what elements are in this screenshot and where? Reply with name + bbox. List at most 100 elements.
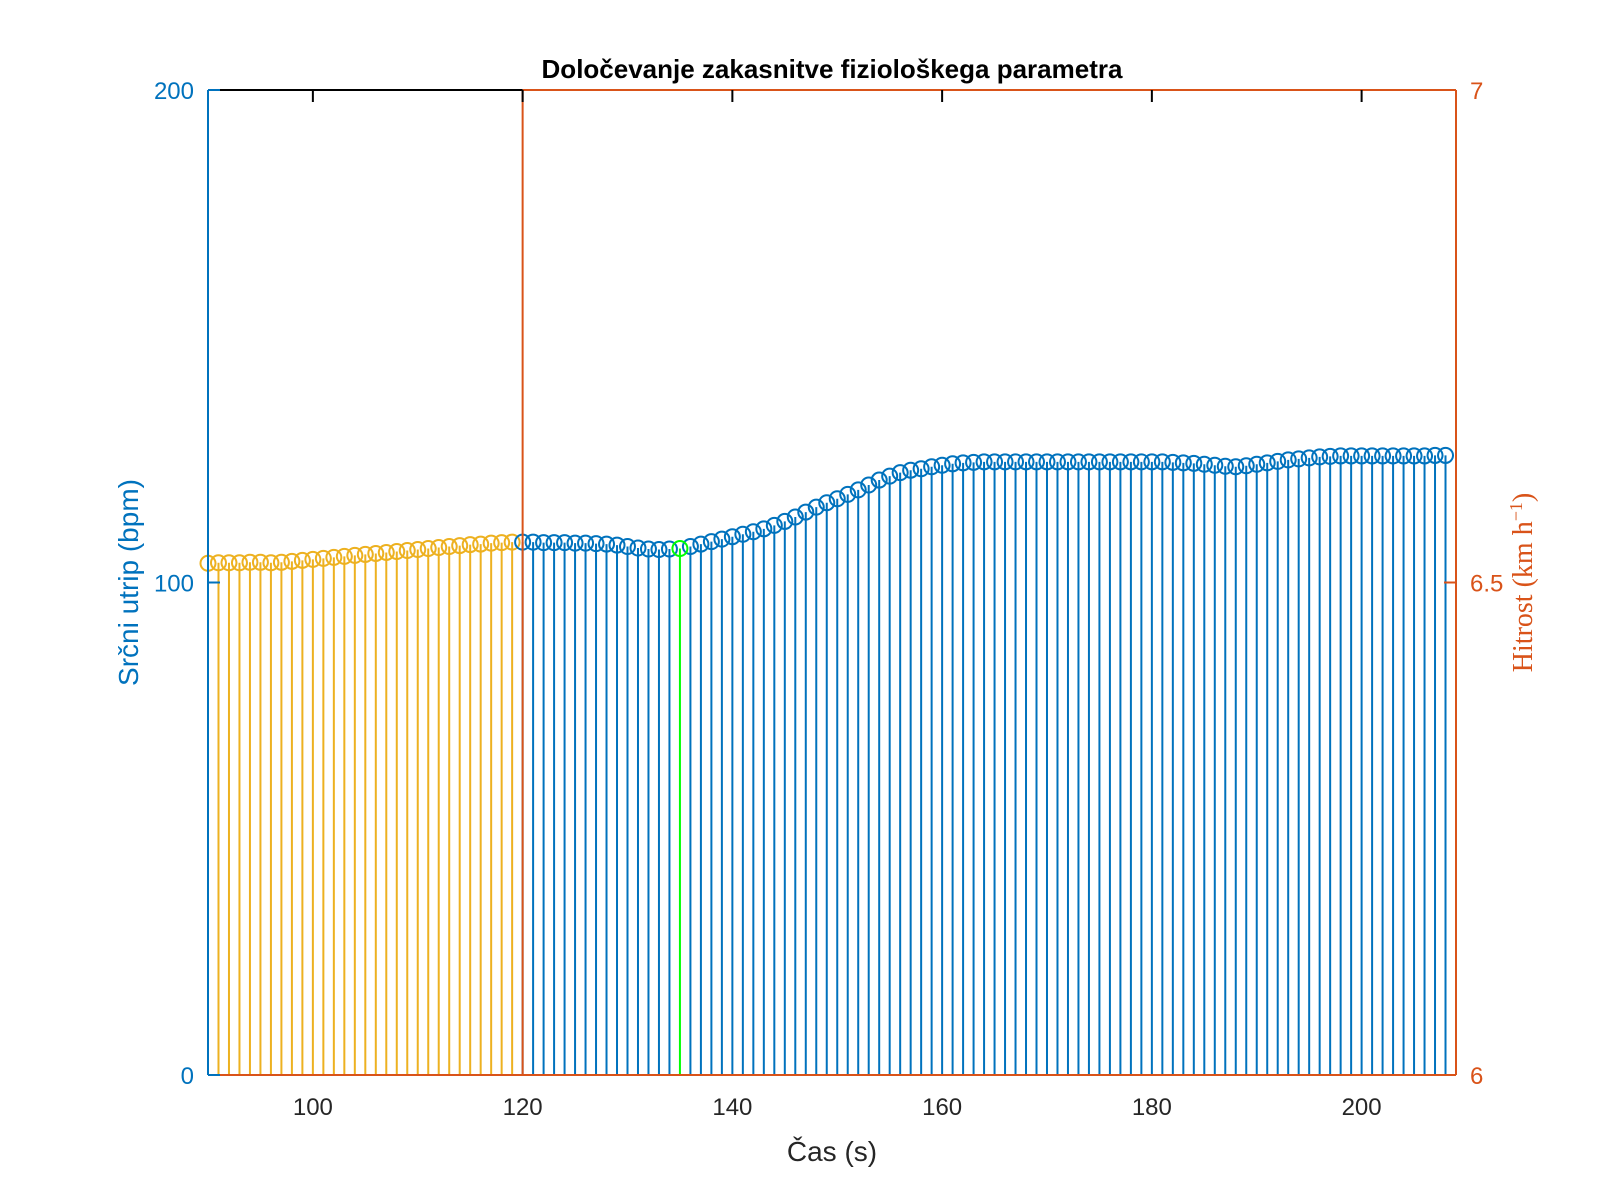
stem-marker-after-165 [986,453,1004,471]
stem-marker-before-112 [430,539,448,557]
stem-marker-after-190 [1248,455,1266,473]
stem-marker-after-193 [1279,451,1297,469]
y-axis-right-label: Hitrost (km h−1) [1506,493,1539,672]
y-right-tick-label-7: 7 [1470,78,1483,105]
stem-marker-before-103 [335,547,353,565]
stem-marker-before-98 [283,552,301,570]
x-axis-label: Čas (s) [787,1136,877,1167]
stem-marker-before-117 [482,534,500,552]
stem-marker-after-195 [1300,449,1318,467]
stem-marker-before-118 [493,534,511,552]
stem-marker-after-154 [870,471,888,489]
stem-marker-after-173 [1069,453,1087,471]
stem-marker-after-204 [1395,447,1413,465]
stem-marker-after-145 [776,512,794,530]
stem-marker-after-206 [1416,447,1434,465]
stem-marker-after-122 [535,534,553,552]
stem-marker-after-199 [1342,447,1360,465]
stem-marker-after-156 [891,464,909,482]
stem-marker-after-167 [1007,453,1025,471]
stem-marker-after-202 [1374,447,1392,465]
stem-marker-after-187 [1216,457,1234,475]
stem-marker-after-184 [1185,454,1203,472]
stem-marker-after-172 [1059,453,1077,471]
stem-marker-after-131 [629,539,647,557]
stem-marker-before-110 [409,541,427,559]
stem-marker-after-133 [650,541,668,559]
y-axis-right-label-close: ) [1508,493,1539,502]
stem-marker-after-148 [807,498,825,516]
stem-marker-after-146 [786,508,804,526]
x-tick-label-160: 160 [922,1094,962,1121]
stem-marker-after-150 [828,490,846,508]
stem-marker-after-155 [881,467,899,485]
axes-frame [207,89,1457,1076]
stem-marker-after-194 [1290,450,1308,468]
stem-marker-after-178 [1122,453,1140,471]
stem-marker-after-153 [860,476,878,494]
stem-marker-after-130 [618,538,636,556]
stem-marker-before-115 [461,536,479,554]
stem-marker-after-171 [1048,453,1066,471]
stem-marker-after-162 [954,454,972,472]
y-left-tick-label-0: 0 [181,1063,194,1090]
stem-marker-after-164 [975,453,993,471]
stem-marker-before-119 [503,533,521,551]
y-axis-right-label-text: Hitrost [1508,594,1539,672]
stem-marker-after-139 [713,530,731,548]
stem-marker-after-143 [755,520,773,538]
stem-marker-after-182 [1164,453,1182,471]
stem-marker-after-205 [1405,447,1423,465]
stem-marker-after-189 [1237,457,1255,475]
stem-marker-after-161 [944,455,962,473]
stem-marker-after-144 [765,516,783,534]
stem-marker-after-168 [1017,453,1035,471]
stem-marker-after-185 [1195,455,1213,473]
series-before-stems [199,533,521,1075]
y-left-tick-label-200: 200 [154,78,194,105]
y-axis-right-label-superscript: −1 [1506,502,1526,521]
y-axis-right-label-space [1508,587,1539,594]
y-axis-right-label-unit: (km h [1508,521,1539,587]
stem-marker-after-166 [996,453,1014,471]
axis-ticks: 100 120 140 160 180 200 0 100 200 6 6.5 7 [154,78,1503,1121]
stem-marker-before-114 [451,537,469,555]
stem-marker-after-124 [556,534,574,552]
stem-marker-after-163 [965,453,983,471]
stem-marker-after-152 [849,481,867,499]
stem-marker-after-142 [744,523,762,541]
x-tick-label-100: 100 [293,1094,333,1121]
series-after-stems [514,446,1455,1075]
stem-marker-after-157 [902,461,920,479]
stem-marker-after-141 [734,525,752,543]
stem-marker-after-121 [524,533,542,551]
stem-marker-after-188 [1227,458,1245,476]
stem-marker-before-113 [440,538,458,556]
stem-marker-before-101 [314,549,332,567]
stem-marker-after-191 [1258,454,1276,472]
chart-title: Določevanje zakasnitve fiziološkega para… [542,54,1123,84]
stem-marker-after-174 [1080,453,1098,471]
stem-marker-before-104 [346,546,364,564]
stem-marker-after-134 [660,540,678,558]
stem-marker-after-128 [598,535,616,553]
stem-marker-before-107 [377,543,395,561]
stem-marker-before-100 [304,550,322,568]
stem-marker-before-97 [272,553,290,571]
y-right-tick-label-6: 6 [1470,1063,1483,1090]
stem-marker-after-151 [839,485,857,503]
stem-marker-after-203 [1384,447,1402,465]
stem-marker-after-125 [566,534,584,552]
stem-marker-after-170 [1038,453,1056,471]
stem-marker-after-198 [1332,447,1350,465]
delay-marker-point [671,540,689,558]
stem-marker-after-147 [797,503,815,521]
stem-marker-before-96 [262,554,280,572]
stem-marker-before-95 [251,553,269,571]
stem-marker-after-136 [681,538,699,556]
stem-marker-after-160 [933,456,951,474]
x-tick-label-200: 200 [1342,1094,1382,1121]
stem-marker-after-200 [1353,447,1371,465]
stem-marker-after-207 [1426,446,1444,464]
